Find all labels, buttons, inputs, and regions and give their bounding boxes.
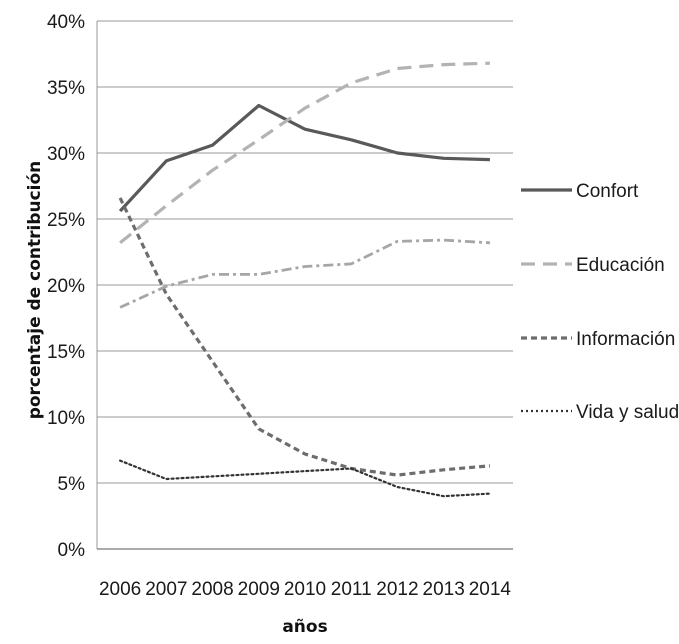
y-tick-label: 20% <box>47 276 85 297</box>
series-line-4 <box>118 459 491 498</box>
x-tick-label: 2013 <box>423 579 465 600</box>
x-tick-label: 2011 <box>331 579 372 600</box>
y-tick-label: 40% <box>47 12 85 33</box>
x-tick-label: 2006 <box>99 579 141 600</box>
x-tick-label: 2010 <box>284 579 326 600</box>
grid-lines <box>96 20 513 550</box>
y-axis-title: porcentaje de contribución <box>25 161 45 420</box>
y-tick-label: 30% <box>47 144 85 165</box>
y-tick-label: 5% <box>58 474 86 495</box>
x-tick-labels: 2006 2007 2008 2009 2010 2011 2012 2013 2014 <box>99 579 511 600</box>
x-tick-label: 2014 <box>469 579 512 600</box>
legend: Confort Educación Información Vida y salud <box>521 181 679 423</box>
x-tick-label: 2009 <box>238 579 280 600</box>
series-lines <box>118 61 491 498</box>
series-line-3 <box>119 238 490 309</box>
y-tick-labels: 0% 5% 10% 15% 20% 25% 30% 35% 40% <box>47 12 85 561</box>
legend-label: Vida y salud <box>576 402 679 423</box>
legend-label: Confort <box>576 181 639 202</box>
x-tick-label: 2008 <box>191 579 233 600</box>
x-axis-title: años <box>282 617 327 637</box>
x-tick-label: 2007 <box>145 579 187 600</box>
y-tick-label: 25% <box>47 210 85 231</box>
series-line-2 <box>118 197 491 477</box>
y-tick-label: 35% <box>47 78 85 99</box>
series-line-1 <box>119 61 490 245</box>
series-line-0 <box>118 103 490 213</box>
legend-label: Información <box>576 329 675 350</box>
y-tick-label: 0% <box>58 540 86 561</box>
y-tick-label: 10% <box>47 408 85 429</box>
y-tick-label: 15% <box>47 342 85 363</box>
legend-label: Educación <box>576 255 665 276</box>
x-tick-label: 2012 <box>376 579 418 600</box>
